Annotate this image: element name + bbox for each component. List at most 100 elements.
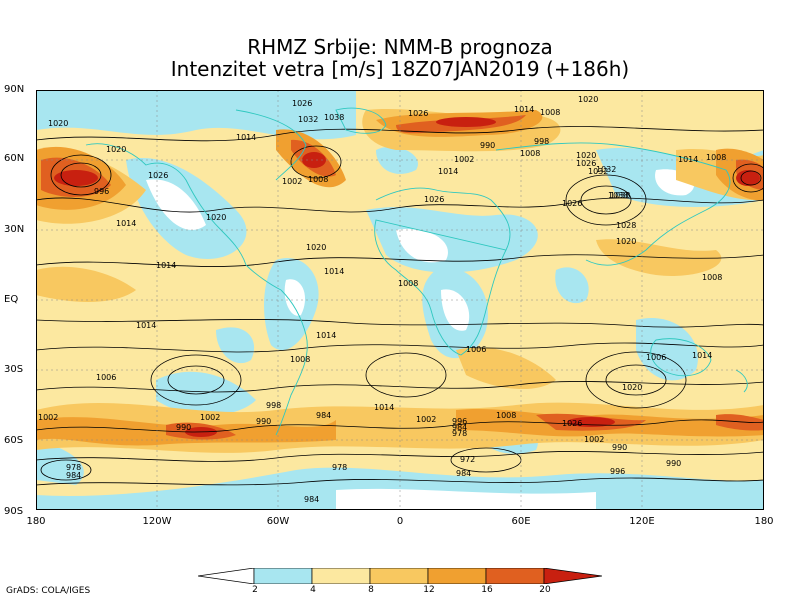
isobar-labels: 1020 1026 1032 1038 1026 1014 1008 1020 …: [38, 95, 726, 504]
isobar-label: 1038: [610, 191, 630, 200]
isobar-label: 1002: [454, 155, 474, 164]
lon-label-120e: 120E: [629, 516, 655, 527]
isobar-label: 1026: [148, 171, 168, 180]
isobar-label: 978: [452, 429, 467, 438]
isobar-label: 1014: [236, 133, 256, 142]
isobar-label: 1020: [106, 145, 126, 154]
map-subtitle: Intenzitet vetra [m/s] 18Z07JAN2019 (+18…: [170, 57, 630, 81]
isobar-label: 1006: [646, 353, 666, 362]
isobar-label: 990: [480, 141, 495, 150]
isobar-label: 1014: [514, 105, 534, 114]
isobar-label: 1014: [316, 331, 336, 340]
isobar-label: 1026: [292, 99, 312, 108]
isobar-label: 1008: [496, 411, 516, 420]
colorbar-segment-lt2: [198, 568, 255, 584]
lon-label-0: 0: [396, 516, 404, 527]
isobar-label: 1020: [576, 151, 596, 160]
isobar-label: 1014: [324, 267, 344, 276]
colorbar-label-12: 12: [423, 585, 435, 595]
lat-label-eq: EQ: [4, 294, 19, 305]
isobar-label: 996: [94, 187, 109, 196]
coastlines: [85, 107, 748, 436]
isobars: [36, 126, 764, 486]
wind-speed-map: 1020 1026 1032 1038 1026 1014 1008 1020 …: [36, 90, 764, 510]
isobar-label: 1002: [416, 415, 436, 424]
lat-label-30n: 30N: [4, 224, 25, 235]
isobar-label: 998: [534, 137, 549, 146]
lon-label-60e: 60E: [511, 516, 531, 527]
isobar-label: 1014: [374, 403, 394, 412]
isobar-label: 1002: [584, 435, 604, 444]
isobar-label: 1020: [578, 95, 598, 104]
isobar-label: 1038: [324, 113, 344, 122]
isobar-label: 1014: [678, 155, 698, 164]
isobar-label: 984: [316, 411, 331, 420]
isobar-label: 984: [452, 423, 467, 432]
isobar-label: 990: [256, 417, 271, 426]
isobar-label: 1008: [520, 149, 540, 158]
isobar-label: 1026: [562, 419, 582, 428]
isobar-label: 978: [66, 463, 81, 472]
isobar-label: 1026: [408, 109, 428, 118]
colorbar-label-8: 8: [368, 585, 374, 595]
isobar-label: 1008: [702, 273, 722, 282]
grads-credit: GrADS: COLA/IGES: [6, 586, 91, 596]
isobar-label: 1020: [622, 383, 642, 392]
isobar-label: 984: [456, 469, 471, 478]
colorbar-label-2: 2: [252, 585, 258, 595]
isobar-label: 1020: [306, 243, 326, 252]
colorbar-label-4: 4: [310, 585, 316, 595]
lat-label-90s: 90S: [4, 506, 24, 517]
isobar-label: 998: [266, 401, 281, 410]
isobar-label: 1014: [136, 321, 156, 330]
map-title: RHMZ Srbije: NMM-B prognoza: [247, 35, 553, 59]
isobar-label: 984: [304, 495, 319, 504]
isobar-label: 978: [332, 463, 347, 472]
isobar-label: 1014: [438, 167, 458, 176]
isobar-label: 1014: [116, 219, 136, 228]
lat-label-30s: 30S: [4, 364, 24, 375]
lat-label-60s: 60S: [4, 435, 24, 446]
isobar-label: 1002: [200, 413, 220, 422]
calm-areas: [146, 169, 695, 510]
isobar-label: 1002: [282, 177, 302, 186]
isobar-label: 984: [66, 471, 81, 480]
isobar-label: 1020: [616, 237, 636, 246]
isobar-label: 1020: [48, 119, 68, 128]
lat-label-60n: 60N: [4, 153, 25, 164]
isobar-label: 1006: [96, 373, 116, 382]
colorbar-segment-8-12: [369, 568, 429, 584]
graticule: [36, 90, 764, 510]
isobar-label: 1038: [608, 191, 628, 200]
map-frame: [36, 90, 764, 510]
isobar-label: 990: [176, 423, 191, 432]
colorbar-segment-gt20: [543, 568, 602, 584]
isobar-label: 1002: [38, 413, 58, 422]
isobar-label: 1008: [398, 279, 418, 288]
colorbar: [198, 568, 602, 584]
isobar-label: 1028: [616, 221, 636, 230]
isobar-label: 1008: [540, 108, 560, 117]
isobar-label: 996: [610, 467, 625, 476]
lon-label-180e: 180: [754, 516, 774, 527]
lat-label-90n: 90N: [4, 84, 25, 95]
colorbar-segment-4-8: [311, 568, 371, 584]
isobar-label: 1008: [290, 355, 310, 364]
isobar-label: 972: [460, 455, 475, 464]
colorbar-segment-16-20: [485, 568, 545, 584]
isobar-label: 1006: [466, 345, 486, 354]
isobar-label: 1026: [562, 199, 582, 208]
isobar-label: 1032: [298, 115, 318, 124]
colorbar-label-16: 16: [481, 585, 493, 595]
isobar-label: 1014: [692, 351, 712, 360]
isobar-label: 1032: [588, 167, 608, 176]
isobar-label: 996: [452, 417, 467, 426]
lon-label-60w: 60W: [266, 516, 290, 527]
isobar-label: 1020: [206, 213, 226, 222]
colorbar-label-20: 20: [539, 585, 551, 595]
lon-label-180w: 180: [26, 516, 46, 527]
lon-label-120w: 120W: [142, 516, 172, 527]
isobar-label: 990: [666, 459, 681, 468]
isobar-label: 1026: [576, 159, 596, 168]
isobar-label: 1008: [308, 175, 328, 184]
